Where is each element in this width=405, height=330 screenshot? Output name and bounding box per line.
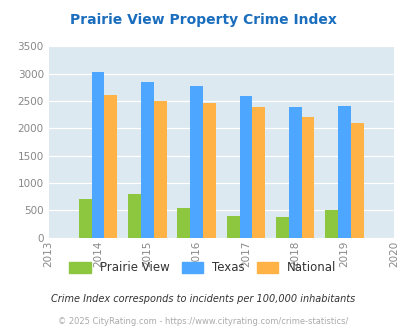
Bar: [177, 208, 190, 238]
Bar: [275, 217, 288, 238]
Bar: [190, 85, 202, 238]
Bar: [337, 106, 350, 238]
Bar: [141, 82, 153, 238]
Bar: [350, 123, 363, 238]
Bar: [324, 210, 337, 238]
Legend: Prairie View, Texas, National: Prairie View, Texas, National: [64, 257, 341, 279]
Bar: [252, 108, 264, 238]
Text: Prairie View Property Crime Index: Prairie View Property Crime Index: [69, 13, 336, 27]
Bar: [153, 101, 166, 238]
Bar: [239, 96, 252, 238]
Bar: [104, 95, 117, 238]
Text: © 2025 CityRating.com - https://www.cityrating.com/crime-statistics/: © 2025 CityRating.com - https://www.city…: [58, 317, 347, 326]
Bar: [128, 194, 141, 238]
Bar: [226, 216, 239, 238]
Bar: [202, 103, 215, 238]
Bar: [301, 117, 313, 238]
Bar: [79, 199, 92, 238]
Bar: [92, 73, 104, 238]
Text: Crime Index corresponds to incidents per 100,000 inhabitants: Crime Index corresponds to incidents per…: [51, 294, 354, 304]
Bar: [288, 108, 301, 238]
